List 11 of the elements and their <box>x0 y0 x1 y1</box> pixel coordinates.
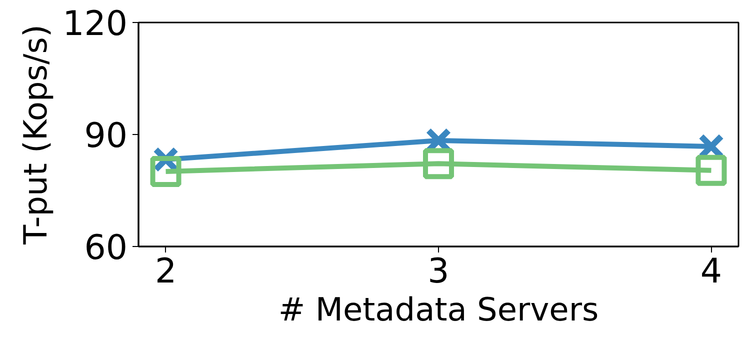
point <box>696 154 727 186</box>
x-tick-label: 3 <box>428 252 450 292</box>
point <box>423 148 454 180</box>
y-tick-label: 60 <box>84 228 128 268</box>
x-tick-label: 4 <box>700 252 722 292</box>
x-axis-title: # Metadata Servers <box>278 290 599 328</box>
y-tick-label: 120 <box>62 4 128 44</box>
point <box>150 156 182 187</box>
y-axis-title: T-put (Kops/s) <box>16 24 55 246</box>
x-tick-label: 2 <box>154 252 177 292</box>
y-tick-label: 90 <box>84 116 128 156</box>
